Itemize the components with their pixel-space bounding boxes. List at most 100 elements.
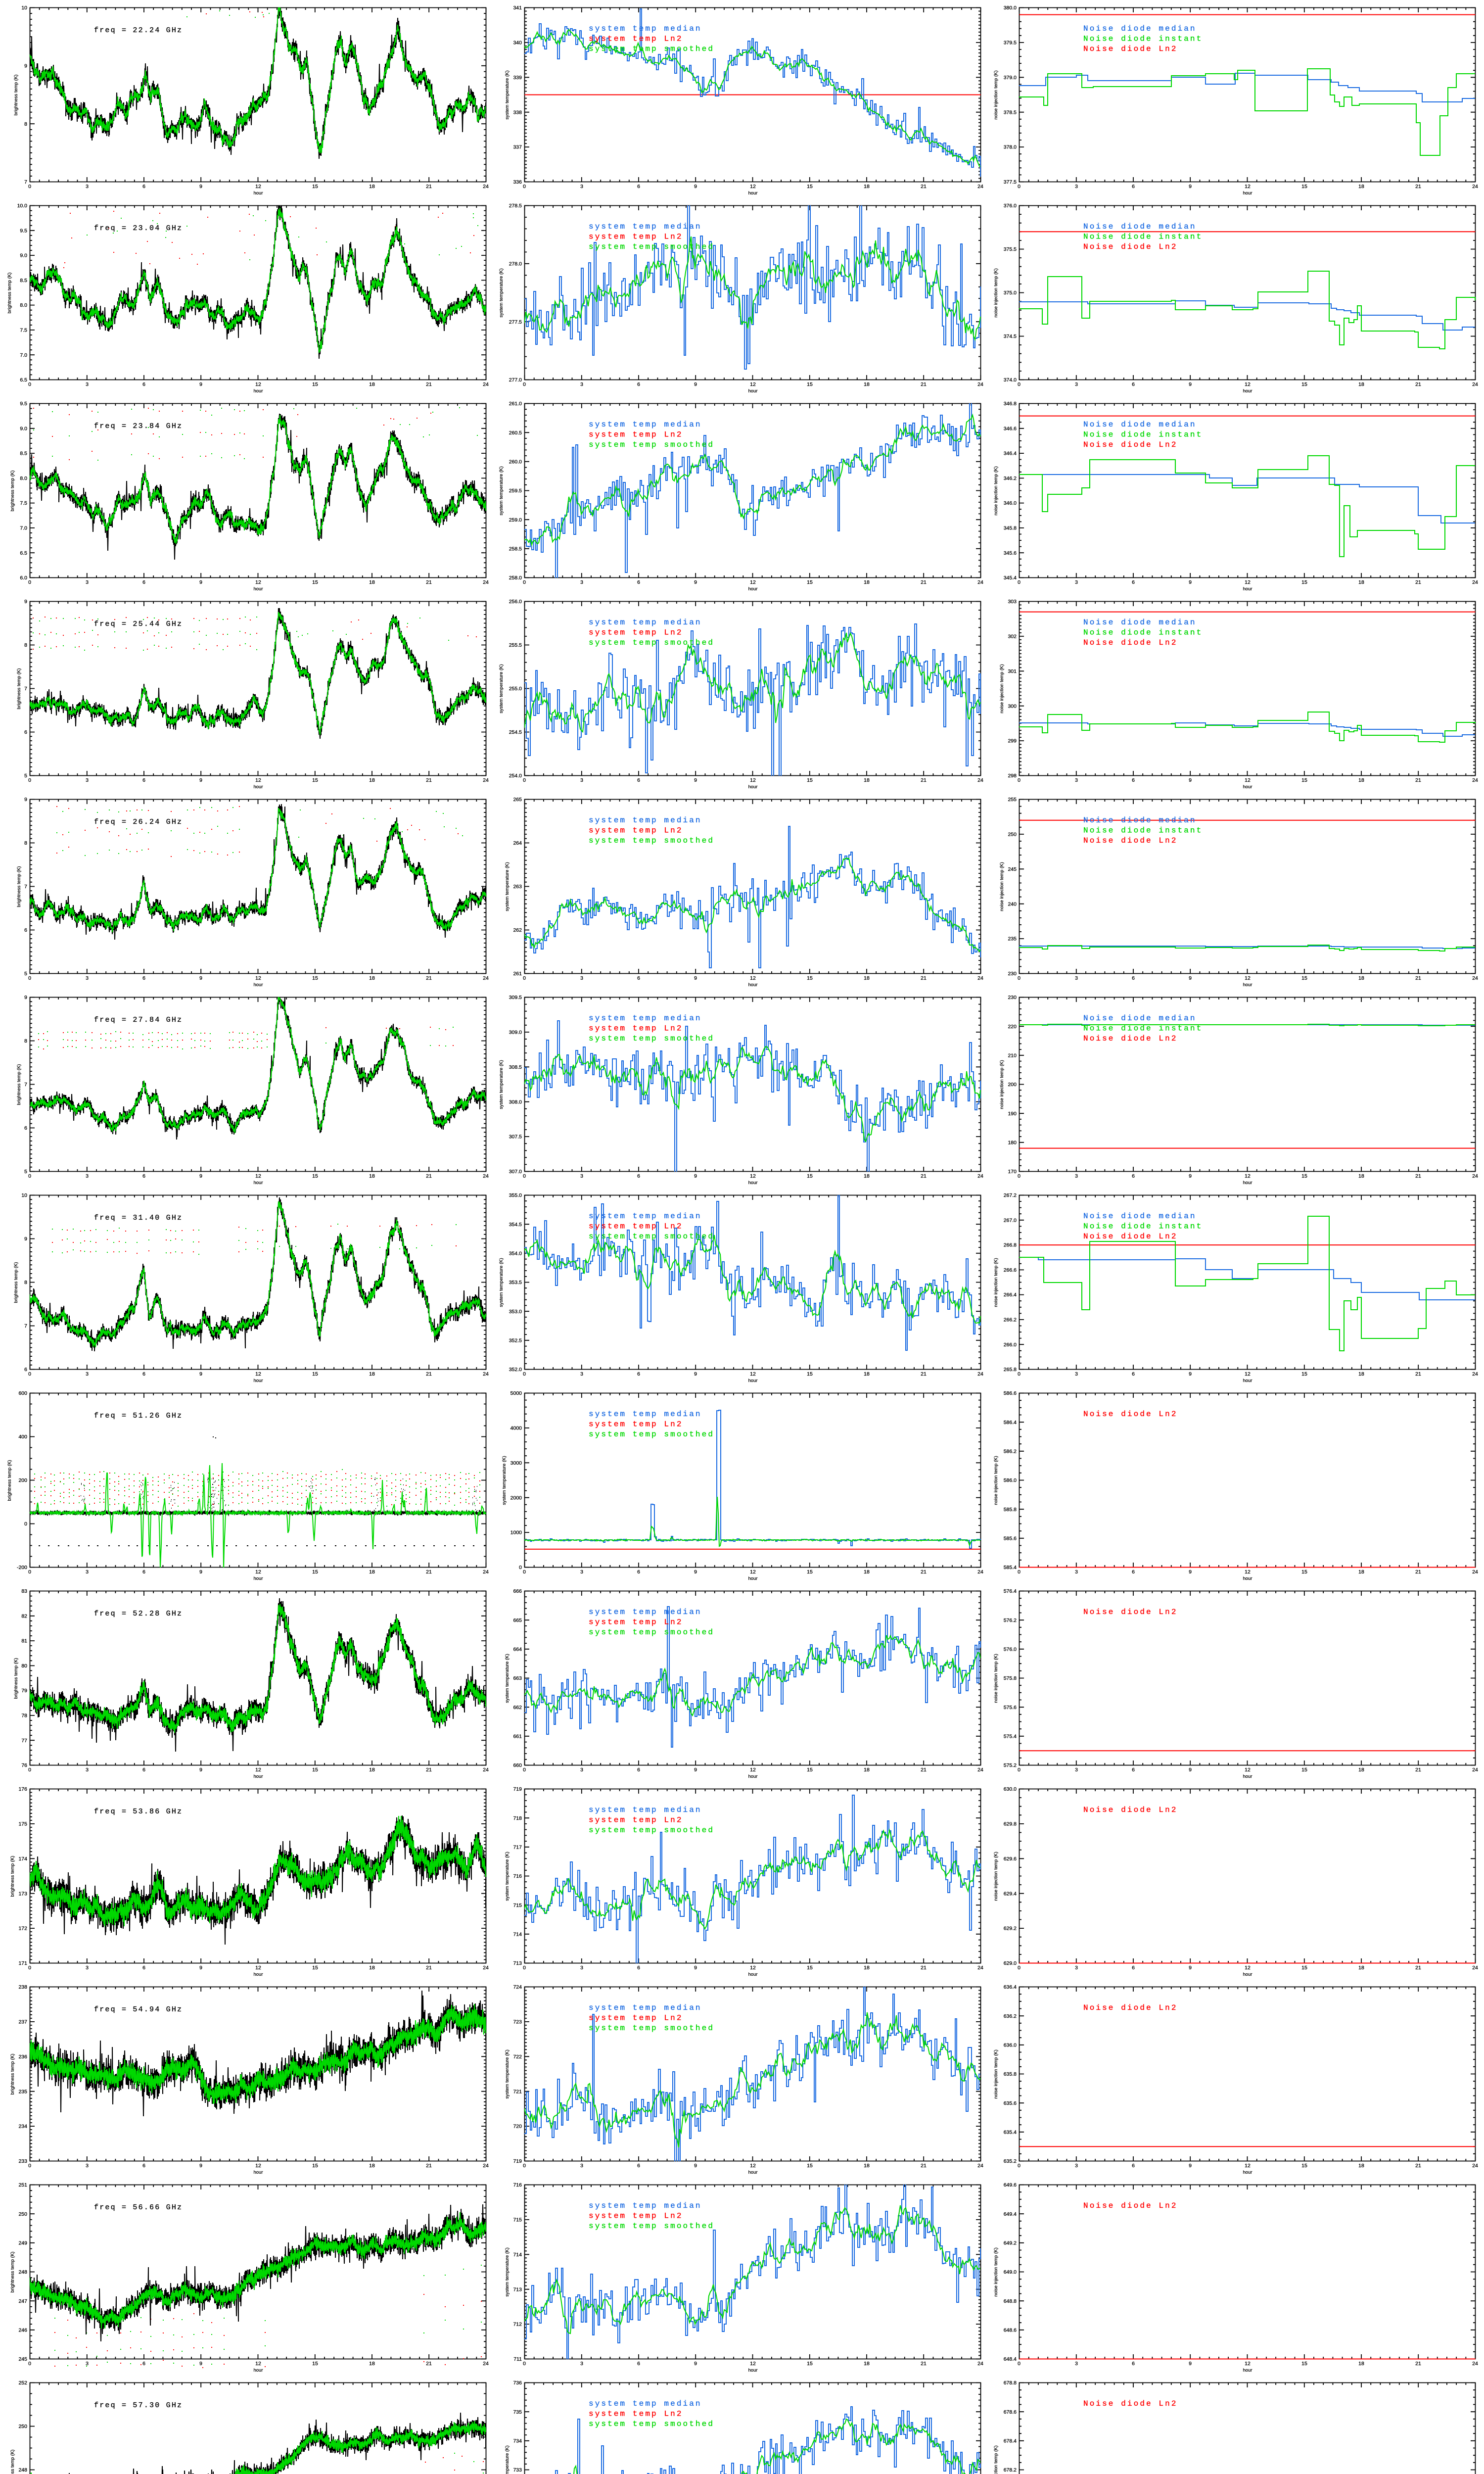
svg-text:hour: hour xyxy=(748,1774,757,1779)
svg-text:6: 6 xyxy=(1132,2361,1135,2367)
svg-text:Noise diode median: Noise diode median xyxy=(1083,816,1197,825)
svg-text:600: 600 xyxy=(18,1390,27,1396)
svg-text:18: 18 xyxy=(1358,184,1364,190)
svg-text:277.0: 277.0 xyxy=(509,377,522,383)
svg-text:3: 3 xyxy=(1075,381,1078,387)
svg-text:9: 9 xyxy=(1189,1371,1192,1377)
svg-text:585.6: 585.6 xyxy=(1004,1535,1017,1541)
svg-text:3: 3 xyxy=(1075,975,1078,981)
svg-text:722: 722 xyxy=(513,2054,522,2060)
svg-text:24: 24 xyxy=(1472,1965,1478,1971)
svg-text:648.4: 648.4 xyxy=(1004,2356,1017,2362)
svg-text:system temp Ln2: system temp Ln2 xyxy=(589,2410,683,2419)
svg-text:Noise diode Ln2: Noise diode Ln2 xyxy=(1083,440,1178,449)
svg-text:freq = 27.84 GHz: freq = 27.84 GHz xyxy=(94,1016,183,1024)
svg-text:3: 3 xyxy=(86,1371,89,1377)
svg-text:376.0: 376.0 xyxy=(1004,203,1017,209)
svg-text:346.4: 346.4 xyxy=(1004,451,1017,457)
svg-text:5: 5 xyxy=(24,773,27,779)
svg-text:265.8: 265.8 xyxy=(1004,1367,1017,1373)
svg-text:3: 3 xyxy=(580,2361,583,2367)
svg-text:system temperature (K): system temperature (K) xyxy=(499,664,504,713)
svg-text:freq = 57.30 GHz: freq = 57.30 GHz xyxy=(94,2401,183,2410)
svg-text:15: 15 xyxy=(807,1371,813,1377)
svg-text:Noise diode Ln2: Noise diode Ln2 xyxy=(1083,638,1178,647)
svg-text:system temp smoothed: system temp smoothed xyxy=(589,45,714,53)
svg-text:3000: 3000 xyxy=(510,1460,522,1466)
svg-text:6: 6 xyxy=(142,381,145,387)
svg-text:12: 12 xyxy=(1245,1965,1251,1971)
svg-text:248: 248 xyxy=(18,2467,27,2473)
svg-text:24: 24 xyxy=(483,2163,489,2169)
svg-text:378.0: 378.0 xyxy=(1004,144,1017,150)
svg-text:6: 6 xyxy=(1132,579,1135,585)
svg-text:715: 715 xyxy=(513,1903,522,1908)
svg-text:261.0: 261.0 xyxy=(509,401,522,407)
svg-text:hour: hour xyxy=(748,982,757,988)
svg-text:8: 8 xyxy=(24,1038,27,1044)
svg-text:hour: hour xyxy=(1243,1378,1252,1383)
svg-text:12: 12 xyxy=(255,1767,261,1773)
svg-text:freq = 25.44 GHz: freq = 25.44 GHz xyxy=(94,620,183,628)
svg-text:649.6: 649.6 xyxy=(1004,2182,1017,2188)
svg-text:6: 6 xyxy=(142,1767,145,1773)
svg-text:24: 24 xyxy=(977,777,983,783)
svg-text:24: 24 xyxy=(483,381,489,387)
svg-text:7: 7 xyxy=(24,1082,27,1088)
svg-text:0: 0 xyxy=(1018,1173,1020,1179)
svg-text:3: 3 xyxy=(580,1965,583,1971)
svg-text:21: 21 xyxy=(426,1173,432,1179)
svg-text:12: 12 xyxy=(255,975,261,981)
svg-text:hour: hour xyxy=(1243,1576,1252,1581)
svg-text:6.5: 6.5 xyxy=(20,377,27,383)
svg-text:9: 9 xyxy=(1189,579,1192,585)
svg-text:712: 712 xyxy=(513,2322,522,2328)
svg-text:724: 724 xyxy=(513,1984,522,1990)
svg-text:718: 718 xyxy=(513,1815,522,1821)
svg-text:Noise diode Ln2: Noise diode Ln2 xyxy=(1083,1034,1178,1043)
svg-text:brightness temp (K): brightness temp (K) xyxy=(7,273,12,314)
svg-text:259.0: 259.0 xyxy=(509,517,522,523)
svg-text:system temp median: system temp median xyxy=(589,1212,702,1221)
svg-text:9: 9 xyxy=(24,63,27,69)
svg-text:15: 15 xyxy=(1301,1569,1307,1575)
svg-text:3: 3 xyxy=(86,2361,89,2367)
svg-text:233: 233 xyxy=(18,2158,27,2164)
svg-text:2000: 2000 xyxy=(510,1495,522,1501)
svg-text:18: 18 xyxy=(1358,975,1364,981)
svg-text:575.6: 575.6 xyxy=(1004,1705,1017,1711)
svg-text:235: 235 xyxy=(18,2089,27,2094)
svg-text:system temperature (K): system temperature (K) xyxy=(502,1456,507,1505)
svg-text:15: 15 xyxy=(807,1569,813,1575)
svg-text:278.0: 278.0 xyxy=(509,261,522,267)
svg-text:18: 18 xyxy=(1358,1569,1364,1575)
svg-text:noise injection temp (K): noise injection temp (K) xyxy=(993,70,999,119)
svg-text:6: 6 xyxy=(1132,1965,1135,1971)
svg-text:714: 714 xyxy=(513,2252,522,2258)
svg-text:system temperature (K): system temperature (K) xyxy=(505,2445,510,2474)
svg-text:noise injection temp (K): noise injection temp (K) xyxy=(993,1654,999,1703)
svg-text:Noise diode instant: Noise diode instant xyxy=(1083,1024,1203,1033)
svg-text:629.8: 629.8 xyxy=(1004,1821,1017,1827)
svg-text:hour: hour xyxy=(253,2170,263,2175)
svg-text:Noise diode Ln2: Noise diode Ln2 xyxy=(1083,1232,1178,1241)
svg-text:system temp Ln2: system temp Ln2 xyxy=(589,1618,683,1627)
svg-text:0: 0 xyxy=(1018,1767,1020,1773)
svg-text:354.0: 354.0 xyxy=(509,1250,522,1256)
svg-text:278.5: 278.5 xyxy=(509,203,522,209)
svg-text:265: 265 xyxy=(513,797,522,803)
svg-text:Noise diode Ln2: Noise diode Ln2 xyxy=(1083,2399,1178,2408)
svg-text:0: 0 xyxy=(523,381,526,387)
svg-text:12: 12 xyxy=(1245,777,1251,783)
svg-text:noise injection temp (K): noise injection temp (K) xyxy=(993,1456,999,1505)
svg-text:0: 0 xyxy=(28,579,31,585)
svg-text:9: 9 xyxy=(199,184,202,190)
svg-text:266.6: 266.6 xyxy=(1004,1267,1017,1273)
svg-text:12: 12 xyxy=(750,381,756,387)
svg-text:hour: hour xyxy=(748,1576,757,1581)
svg-text:0: 0 xyxy=(1018,975,1020,981)
svg-text:0: 0 xyxy=(523,1965,526,1971)
svg-text:3: 3 xyxy=(1075,1767,1078,1773)
svg-text:266.2: 266.2 xyxy=(1004,1317,1017,1323)
svg-text:246: 246 xyxy=(18,2327,27,2333)
